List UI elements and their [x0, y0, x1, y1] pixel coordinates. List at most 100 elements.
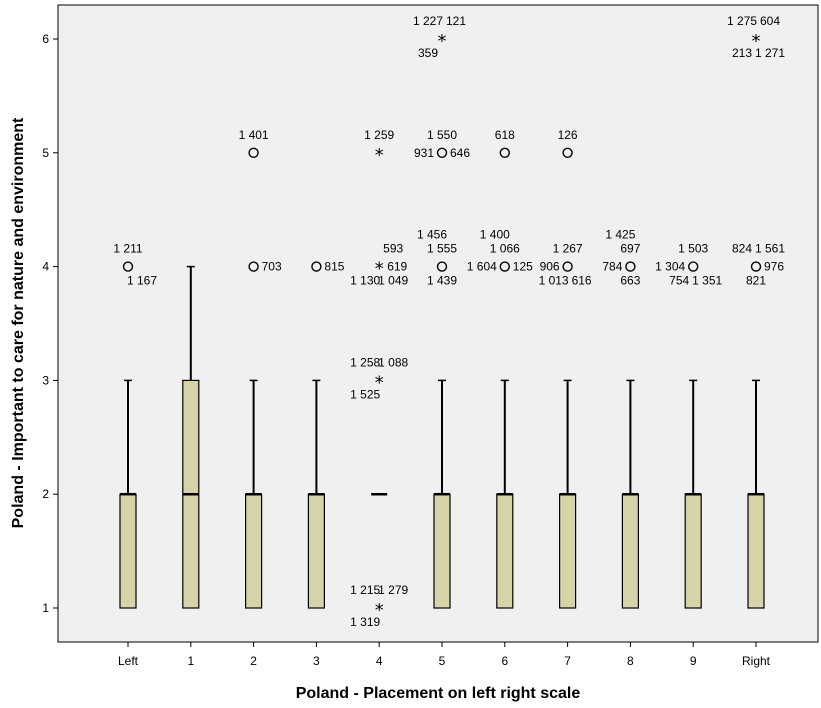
outlier-label: 121: [446, 14, 466, 28]
x-tick-label: 5: [439, 654, 446, 668]
outlier-star: *: [375, 600, 384, 621]
outlier-label: 1 550: [427, 128, 457, 142]
y-tick-label: 2: [42, 487, 49, 501]
x-tick-label: 2: [250, 654, 257, 668]
outlier-label: 1 555: [427, 242, 457, 256]
outlier-label: 1 319: [350, 615, 380, 629]
y-tick-label: 3: [42, 373, 49, 387]
x-tick-label: 8: [627, 654, 634, 668]
outlier-label: 125: [513, 260, 533, 274]
outlier-label: 1 525: [350, 387, 380, 401]
outlier-circle: [499, 147, 510, 159]
box-8: [621, 379, 640, 609]
outlier-star: *: [752, 31, 761, 52]
outlier-circle: [499, 261, 510, 272]
outlier-star: *: [375, 372, 384, 393]
outlier-label: 906: [540, 260, 560, 274]
y-tick-label: 1: [42, 601, 49, 615]
outlier-label: 754: [669, 274, 689, 288]
outlier-label: 1 425: [605, 228, 635, 242]
outlier-label: 824: [732, 242, 752, 256]
outlier-label: 604: [760, 14, 780, 28]
x-tick-label: 4: [376, 654, 383, 668]
outlier-label: 976: [764, 260, 784, 274]
outlier-circle: [436, 261, 448, 272]
outlier-circle: [688, 261, 699, 272]
outlier-label: 646: [450, 146, 470, 160]
box-iqr: [119, 493, 137, 609]
box-iqr: [433, 493, 451, 609]
y-tick-label: 4: [42, 260, 49, 274]
outlier-circle: [562, 261, 573, 272]
outlier-label: 1 456: [417, 228, 447, 242]
outlier-label: 618: [495, 128, 515, 142]
outlier-label: 1 439: [427, 274, 457, 288]
outlier-circle: [122, 261, 134, 272]
x-tick-label: 3: [313, 654, 320, 668]
outlier-label: 815: [324, 260, 344, 274]
outlier-label: 213: [732, 46, 752, 60]
y-tick-label: 5: [42, 146, 49, 160]
outlier-label: 616: [572, 274, 592, 288]
outlier-circle: [311, 261, 322, 272]
x-tick-label: 6: [501, 654, 508, 668]
box-left: [119, 379, 137, 609]
outlier-label: 821: [746, 274, 766, 288]
box-iqr: [747, 493, 765, 609]
outlier-circle: [248, 261, 259, 272]
outliers-layer: * * * * * *: [122, 31, 762, 621]
outlier-label: 1 066: [490, 242, 520, 256]
outlier-label: 1 561: [755, 242, 785, 256]
outlier-circle: [248, 147, 259, 159]
outlier-label: 1 013: [539, 274, 569, 288]
outlier-label: 126: [558, 128, 578, 142]
outlier-label: 1 267: [553, 242, 583, 256]
outlier-label: 1 275: [727, 14, 757, 28]
x-tick-label: 9: [690, 654, 697, 668]
axes-layer: 1 2 3 4 5 6 Left 1 2 3 4 5 6 7 8 9 Right: [42, 32, 770, 668]
y-axis-title: Poland - Important to care for nature an…: [10, 117, 27, 528]
outlier-circle: [436, 147, 448, 159]
x-tick-label: Left: [118, 654, 139, 668]
box-5: [433, 379, 451, 609]
x-tick-label: 1: [187, 654, 194, 668]
box-7: [558, 379, 577, 609]
box-9: [684, 379, 702, 609]
y-tick-label: 6: [42, 32, 49, 46]
outlier-label: 619: [387, 260, 407, 274]
x-tick-label: Right: [742, 654, 771, 668]
box-iqr: [621, 493, 640, 609]
outlier-label: 1 279: [378, 583, 408, 597]
outlier-label: 1 400: [480, 228, 510, 242]
outlier-label: 1 167: [127, 274, 157, 288]
outlier-label: 697: [620, 242, 640, 256]
outlier-label: 784: [602, 260, 622, 274]
outlier-star: *: [438, 31, 447, 52]
outlier-star: *: [375, 259, 384, 280]
x-axis-title: Poland - Placement on left right scale: [296, 685, 581, 702]
box-6: [496, 379, 514, 609]
outlier-label: 1 503: [678, 242, 708, 256]
outlier-circle: [562, 147, 573, 159]
box-2: [245, 379, 263, 609]
outlier-circle: [625, 261, 636, 272]
outlier-label: 359: [418, 46, 438, 60]
outlier-label: 1 271: [755, 46, 785, 60]
outlier-label: 1 304: [655, 260, 685, 274]
outlier-label: 931: [414, 146, 434, 160]
x-tick-label: 7: [564, 654, 571, 668]
outlier-label: 1 130: [350, 274, 380, 288]
outlier-label: 593: [383, 242, 403, 256]
box-iqr: [307, 493, 325, 609]
outlier-label: 1 351: [692, 274, 722, 288]
boxes-layer: [119, 265, 765, 609]
outlier-label: 1 088: [378, 355, 408, 369]
box-iqr: [684, 493, 702, 609]
outlier-label: 1 401: [239, 128, 269, 142]
box-iqr: [245, 493, 263, 609]
outlier-label: 1 215: [350, 583, 380, 597]
outlier-label: 1 211: [113, 242, 142, 256]
box-3: [307, 379, 325, 609]
